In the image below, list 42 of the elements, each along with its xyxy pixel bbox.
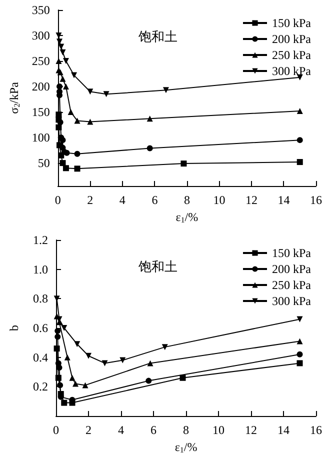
x-tick-label: 12 bbox=[245, 423, 257, 437]
x-tick-label: 10 bbox=[212, 423, 224, 437]
x-tick-label: 4 bbox=[119, 193, 126, 207]
x-tick-label: 14 bbox=[278, 193, 290, 207]
x-tick-label: 6 bbox=[152, 193, 158, 207]
y-tick-label: 1.2 bbox=[33, 233, 48, 247]
y-tick-label: 1.0 bbox=[33, 262, 48, 276]
x-tick-label: 8 bbox=[183, 423, 189, 437]
legend-label: 250 kPa bbox=[272, 48, 312, 62]
legend-label: 300 kPa bbox=[272, 294, 312, 308]
x-tick-label: 12 bbox=[245, 193, 258, 207]
y-tick-label: 100 bbox=[32, 130, 50, 145]
x-tick-label: 16 bbox=[310, 193, 322, 207]
y-tick-label: 0.6 bbox=[33, 321, 48, 335]
legend-label: 250 kPa bbox=[272, 278, 312, 292]
annotation: 饱和土 bbox=[138, 259, 178, 274]
x-tick-label: 2 bbox=[87, 193, 94, 207]
y-tick-label: 0.2 bbox=[33, 380, 48, 394]
x-tick-label: 2 bbox=[86, 423, 92, 437]
y-axis-title: σ2/kPa bbox=[7, 81, 22, 114]
y-tick-label: 0.4 bbox=[33, 350, 48, 364]
x-tick-label: 6 bbox=[150, 423, 156, 437]
legend-label: 150 kPa bbox=[272, 246, 312, 260]
y-tick-label: 50 bbox=[38, 156, 50, 170]
y-tick-label: 300 bbox=[32, 28, 50, 43]
y-axis-title: b bbox=[7, 325, 21, 331]
y-tick-label: 200 bbox=[32, 80, 50, 94]
x-tick-label: 16 bbox=[310, 423, 322, 437]
legend-label: 200 kPa bbox=[272, 262, 312, 276]
legend-label: 200 kPa bbox=[272, 32, 312, 46]
y-tick-label: 250 bbox=[32, 54, 50, 68]
y-tick-label: 350 bbox=[32, 3, 50, 17]
x-tick-label: 0 bbox=[54, 193, 61, 207]
y-tick-label: 150 bbox=[32, 105, 50, 120]
y-tick-label: 0.8 bbox=[33, 292, 48, 306]
legend-label: 150 kPa bbox=[272, 16, 312, 30]
x-tick-label: 10 bbox=[213, 193, 226, 207]
x-tick-label: 14 bbox=[278, 423, 290, 437]
annotation: 饱和土 bbox=[138, 29, 178, 44]
x-tick-label: 8 bbox=[184, 193, 190, 207]
x-tick-label: 0 bbox=[53, 423, 59, 437]
x-tick-label: 4 bbox=[118, 423, 124, 437]
